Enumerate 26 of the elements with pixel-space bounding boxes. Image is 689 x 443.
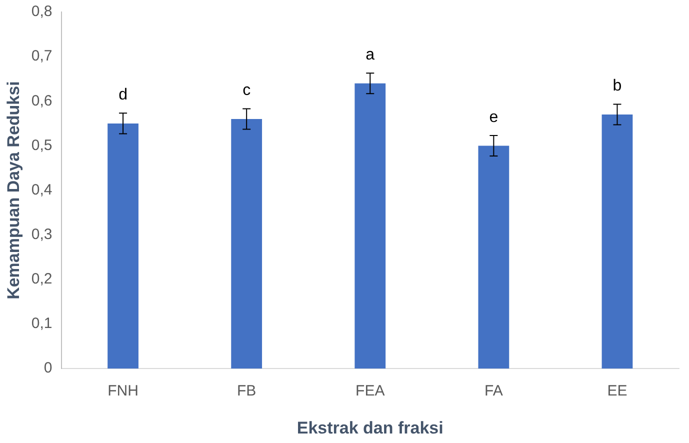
bar: [602, 114, 633, 369]
annotation: e: [489, 108, 498, 126]
x-tick-label: FA: [484, 382, 503, 400]
annotation: b: [612, 78, 622, 95]
y-tick-label: 0,2: [31, 270, 52, 288]
x-axis-title: Ekstrak dan fraksi: [296, 418, 444, 438]
x-tick-label: FEA: [356, 382, 385, 400]
x-tick-label: FNH: [108, 382, 138, 400]
y-tick-label: 0: [44, 360, 52, 377]
bar: [478, 146, 510, 369]
x-tick-label: FB: [236, 382, 256, 400]
x-tick-label: EE: [607, 382, 628, 400]
y-tick-label: 0,7: [31, 48, 52, 65]
y-tick-label: 0,4: [31, 181, 52, 198]
y-tick-label: 0,6: [31, 92, 52, 110]
y-tick-label: 0,8: [31, 3, 52, 20]
bar: [231, 118, 262, 369]
annotation: d: [118, 86, 128, 104]
y-tick-label: 0,3: [31, 226, 52, 244]
annotation: c: [242, 82, 251, 100]
y-tick-label: 0,1: [31, 315, 52, 332]
annotation: a: [366, 46, 375, 64]
bar: [108, 123, 138, 369]
bar: [354, 83, 386, 369]
y-tick-label: 0,5: [31, 136, 52, 154]
y-axis-title: Kemampuan Daya Reduksi: [4, 81, 23, 300]
